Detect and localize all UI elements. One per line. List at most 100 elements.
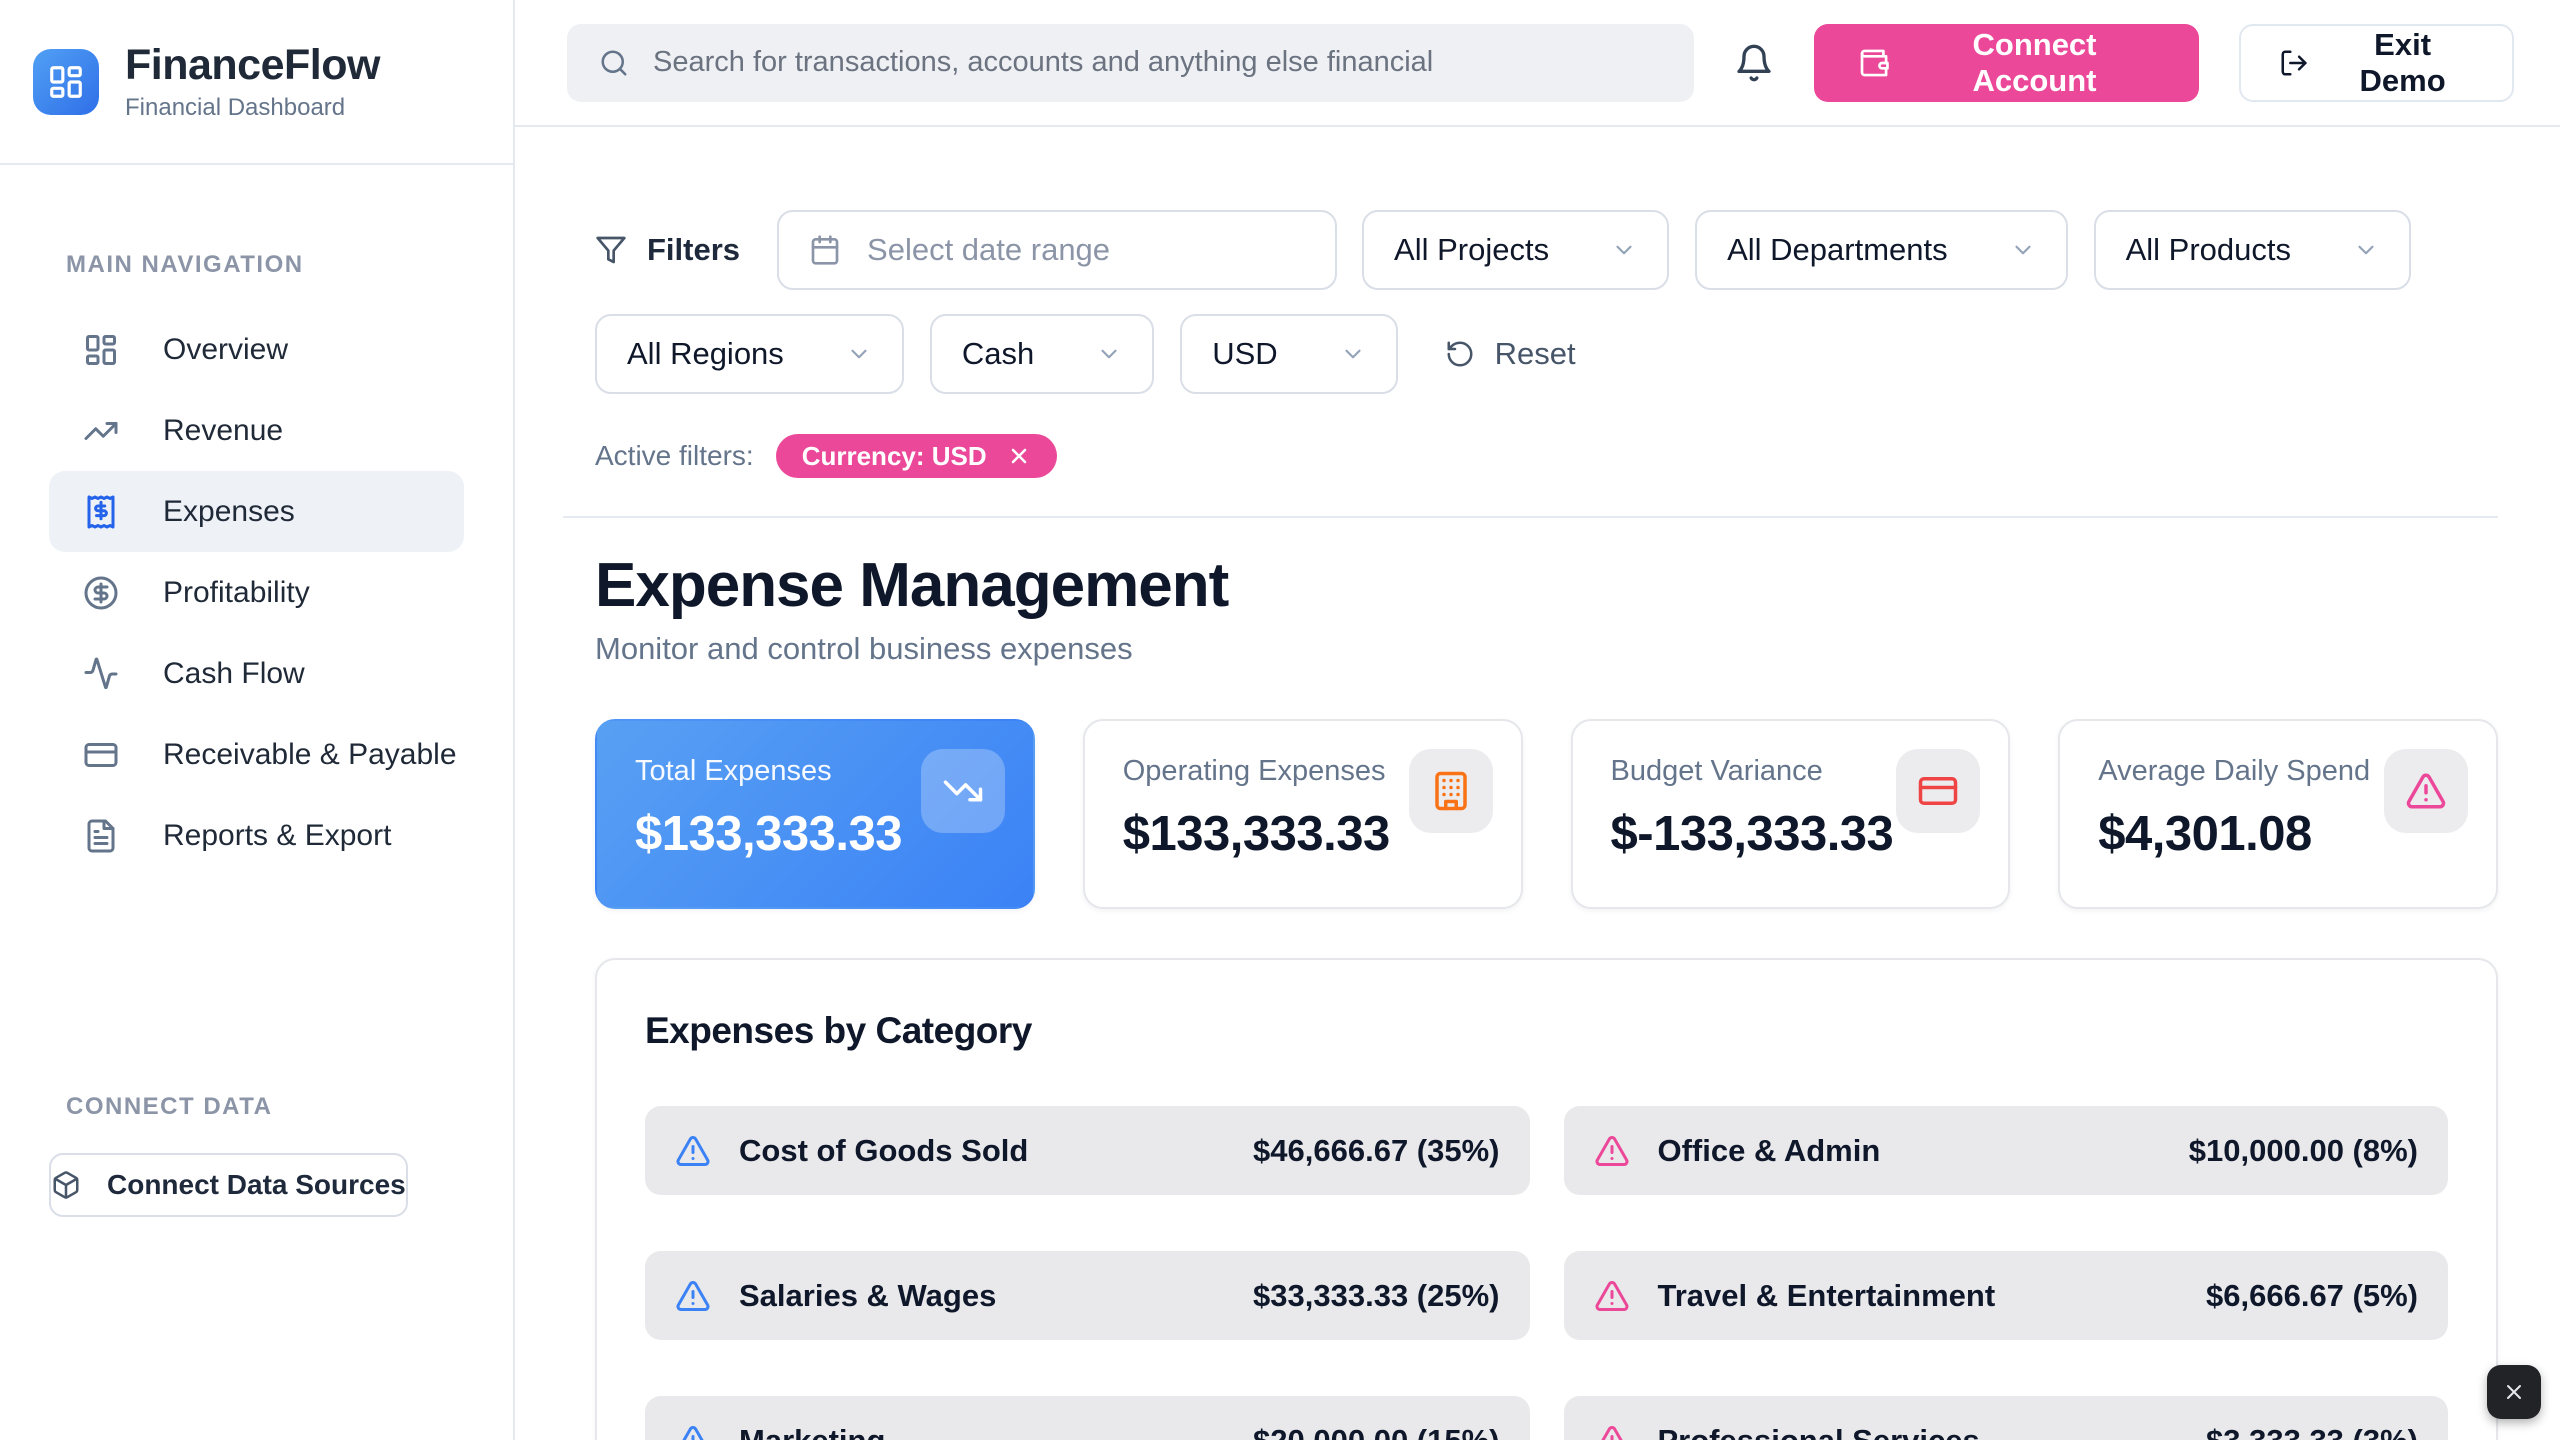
- chip-close-icon[interactable]: [1007, 444, 1031, 468]
- alert-triangle-icon: [675, 1133, 711, 1169]
- chevron-down-icon: [1096, 341, 1122, 367]
- category-value: $33,333.33 (25%): [1253, 1277, 1500, 1313]
- kpi-label: Total Expenses: [635, 755, 832, 787]
- category-value: $6,666.67 (5%): [2206, 1277, 2418, 1313]
- filter-dropdown[interactable]: All Regions: [595, 314, 904, 394]
- category-grid: Cost of Goods Sold $46,666.67 (35%) Offi…: [645, 1106, 2448, 1440]
- filter-dropdown-value: All Regions: [627, 336, 784, 371]
- logout-icon: [2279, 47, 2309, 79]
- main-navigation: MAIN NAVIGATION Overview Revenue Expense…: [0, 165, 513, 876]
- category-name: Salaries & Wages: [739, 1277, 997, 1313]
- kpi-icon-badge: [920, 749, 1005, 833]
- category-value: $46,666.67 (35%): [1253, 1132, 1500, 1168]
- selects-row-1: All Projects All Departments All Product…: [1362, 210, 2412, 290]
- kpi-value: $133,333.33: [1122, 807, 1390, 861]
- section-divider: [563, 516, 2498, 518]
- connect-data-sources-button[interactable]: Connect Data Sources: [49, 1153, 408, 1217]
- kpi-card[interactable]: Budget Variance $-133,333.33: [1570, 719, 2011, 909]
- sidebar-nav-item[interactable]: Receivable & Payable: [49, 714, 464, 795]
- close-overlay-button[interactable]: [2487, 1365, 2541, 1419]
- alert-triangle-icon: [1594, 1278, 1630, 1314]
- page-subtitle: Monitor and control business expenses: [595, 631, 1133, 666]
- date-range-input[interactable]: Select date range: [777, 210, 1338, 290]
- nav-item-icon: [83, 818, 119, 854]
- exit-demo-button[interactable]: Exit Demo: [2239, 23, 2514, 102]
- funnel-icon: [595, 234, 627, 266]
- filter-dropdown[interactable]: All Products: [2093, 210, 2412, 290]
- notifications-bell-button[interactable]: [1734, 43, 1774, 83]
- nav-item-label: Profitability: [163, 575, 310, 609]
- alert-triangle-icon: [1594, 1423, 1630, 1440]
- reset-filters-button[interactable]: Reset: [1445, 336, 1576, 372]
- package-icon: [51, 1170, 81, 1200]
- app-title: FinanceFlow: [125, 41, 380, 89]
- nav-list: Overview Revenue Expenses Profitability …: [0, 309, 513, 876]
- kpi-card[interactable]: Operating Expenses $133,333.33: [1082, 719, 1523, 909]
- category-row: Travel & Entertainment $6,666.67 (5%): [1563, 1251, 2448, 1340]
- filter-dropdown-value: All Projects: [1394, 232, 1550, 267]
- nav-item-label: Cash Flow: [163, 656, 305, 690]
- search-box[interactable]: [567, 23, 1694, 102]
- filters-row-1: Filters Select date range All Projects A…: [595, 210, 2498, 290]
- sidebar-nav-item[interactable]: Revenue: [49, 390, 464, 471]
- exit-demo-label: Exit Demo: [2359, 26, 2446, 98]
- sidebar-nav-item[interactable]: Reports & Export: [49, 795, 464, 876]
- kpi-label: Budget Variance: [1610, 755, 1823, 787]
- category-name: Office & Admin: [1657, 1132, 1881, 1168]
- kpi-value: $-133,333.33: [1610, 807, 1894, 861]
- active-filters-label: Active filters:: [595, 440, 754, 471]
- filter-dropdown[interactable]: USD: [1180, 314, 1398, 394]
- sidebar-nav-item[interactable]: Expenses: [49, 471, 464, 552]
- active-filters-row: Active filters: Currency: USD: [595, 434, 2498, 478]
- close-icon: [2502, 1380, 2526, 1404]
- kpi-icon: [942, 770, 984, 812]
- alert-triangle-icon: [1594, 1133, 1630, 1169]
- filter-dropdown[interactable]: All Departments: [1695, 210, 2068, 290]
- nav-item-icon: [83, 737, 119, 773]
- nav-item-label: Revenue: [163, 413, 284, 447]
- kpi-icon-badge: [1408, 749, 1493, 833]
- filter-dropdown[interactable]: Cash: [929, 314, 1155, 394]
- app-subtitle: Financial Dashboard: [125, 94, 346, 121]
- active-filter-chip-label: Currency: USD: [801, 440, 987, 471]
- filters-label-text: Filters: [647, 232, 741, 267]
- sidebar-nav-item[interactable]: Overview: [49, 309, 464, 390]
- kpi-card[interactable]: Average Daily Spend $4,301.08: [2058, 719, 2498, 909]
- filter-dropdown-value: All Products: [2125, 232, 2292, 267]
- category-value: $10,000.00 (8%): [2188, 1132, 2418, 1168]
- topbar: Connect Account Exit Demo: [515, 0, 2560, 127]
- wallet-icon: [1858, 46, 1890, 80]
- category-row: Professional Services $3,333.33 (3%): [1563, 1396, 2448, 1440]
- nav-item-label: Overview: [163, 332, 289, 366]
- active-filter-chip[interactable]: Currency: USD: [775, 434, 1057, 478]
- sidebar-nav-item[interactable]: Cash Flow: [49, 633, 464, 714]
- category-row: Cost of Goods Sold $46,666.67 (35%): [645, 1106, 1530, 1195]
- filter-dropdown-value: USD: [1212, 336, 1278, 371]
- kpi-card[interactable]: Total Expenses $133,333.33: [595, 719, 1035, 909]
- kpi-icon: [1430, 770, 1472, 812]
- connect-account-button[interactable]: Connect Account: [1813, 23, 2200, 102]
- chevron-down-icon: [2353, 237, 2379, 263]
- nav-item-icon: [83, 494, 119, 530]
- brand-text: FinanceFlow Financial Dashboard: [125, 41, 380, 122]
- kpi-label: Average Daily Spend: [2098, 755, 2371, 787]
- page-title: Expense Management: [595, 551, 1229, 620]
- kpi-icon: [1917, 770, 1959, 812]
- sidebar-nav-item[interactable]: Profitability: [49, 552, 464, 633]
- connect-account-label: Connect Account: [1972, 26, 2097, 98]
- category-name: Cost of Goods Sold: [739, 1132, 1029, 1168]
- brand: FinanceFlow Financial Dashboard: [0, 0, 513, 165]
- rotate-ccw-icon: [1445, 339, 1475, 369]
- kpi-cards-row: Total Expenses $133,333.33 Operating Exp…: [595, 719, 2498, 909]
- kpi-icon: [2405, 770, 2447, 812]
- expenses-by-category-card: Expenses by Category Cost of Goods Sold …: [595, 958, 2498, 1440]
- search-input[interactable]: [653, 46, 1662, 79]
- alert-triangle-icon: [675, 1278, 711, 1314]
- category-row: Office & Admin $10,000.00 (8%): [1563, 1106, 2448, 1195]
- nav-item-icon: [83, 332, 119, 368]
- nav-item-icon: [83, 575, 119, 611]
- expenses-by-category-title: Expenses by Category: [645, 1010, 1032, 1051]
- chevron-down-icon: [1611, 237, 1637, 263]
- connect-data-sources-label: Connect Data Sources: [107, 1169, 406, 1200]
- filter-dropdown[interactable]: All Projects: [1362, 210, 1670, 290]
